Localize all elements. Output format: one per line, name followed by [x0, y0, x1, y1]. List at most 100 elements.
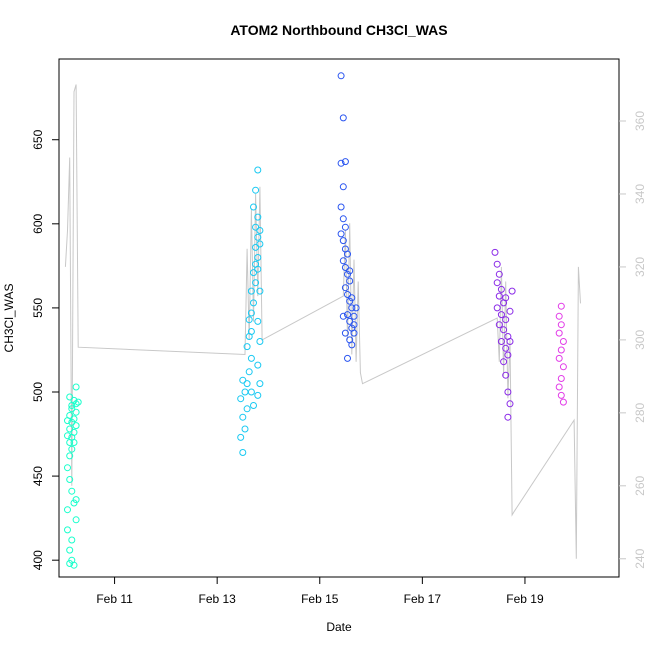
data-point — [74, 398, 82, 406]
data-point — [493, 279, 501, 287]
data-point — [256, 287, 264, 295]
data-point — [247, 388, 255, 396]
data-point — [239, 413, 247, 421]
data-point — [500, 326, 508, 334]
data-point — [239, 376, 247, 384]
y-tick-label: 650 — [31, 129, 45, 149]
data-point — [339, 215, 347, 223]
data-point — [247, 309, 255, 317]
data-point — [508, 287, 516, 295]
data-point — [350, 312, 358, 320]
data-point — [339, 114, 347, 122]
y-tick-label: 600 — [31, 213, 45, 233]
data-point — [243, 405, 251, 413]
data-point — [341, 158, 349, 166]
data-point — [504, 388, 512, 396]
plot-frame — [58, 58, 620, 578]
data-point — [555, 383, 563, 391]
y2-tick-label: 260 — [633, 475, 647, 495]
x-tick-label: Feb 13 — [198, 592, 236, 606]
data-point — [557, 346, 565, 354]
data-point — [66, 452, 74, 460]
data-point — [337, 230, 345, 238]
data-point — [502, 371, 510, 379]
data-point — [247, 354, 255, 362]
data-point — [68, 487, 76, 495]
data-point — [70, 499, 78, 507]
y-axis-label: CH3Cl_WAS — [2, 284, 16, 353]
y-tick-label: 550 — [31, 298, 45, 318]
data-point — [497, 311, 505, 319]
data-point — [495, 270, 503, 278]
data-point — [557, 321, 565, 329]
y-axis: 400 450 500 550 600 650 — [31, 129, 59, 570]
y-tick-label: 400 — [31, 550, 45, 570]
data-point — [247, 287, 255, 295]
data-point — [256, 338, 264, 345]
data-point — [72, 496, 80, 504]
data-point — [493, 260, 501, 268]
data-point — [346, 297, 354, 305]
data-point — [252, 243, 260, 251]
secondary-series-line — [64, 84, 581, 559]
data-point — [256, 240, 264, 248]
data-point — [254, 254, 262, 261]
data-point — [68, 405, 76, 413]
data-point — [348, 304, 356, 312]
x-tick-label: Feb 17 — [404, 592, 442, 606]
data-point — [344, 311, 351, 319]
data-point — [337, 159, 345, 167]
data-point — [64, 526, 71, 534]
y2-tick-label: 340 — [633, 184, 647, 204]
data-point — [495, 292, 503, 300]
data-point — [352, 304, 360, 312]
data-point — [350, 329, 358, 337]
data-point — [559, 363, 567, 371]
data-point — [72, 422, 80, 430]
y2-tick-label: 240 — [633, 548, 647, 568]
y2-tick-label: 320 — [633, 257, 647, 277]
data-point — [348, 341, 356, 349]
y2-tick-label: 300 — [633, 330, 647, 350]
data-point — [68, 536, 76, 544]
y-tick-label: 500 — [31, 382, 45, 402]
data-point — [64, 432, 71, 440]
data-point — [491, 248, 499, 256]
data-point — [497, 338, 505, 345]
data-point — [254, 391, 262, 399]
data-point — [557, 375, 565, 382]
data-point — [72, 516, 80, 524]
y2-tick-label: 360 — [633, 111, 647, 131]
data-point — [256, 380, 264, 388]
y2-tick-label: 280 — [633, 403, 647, 423]
x-axis-label: Date — [326, 620, 352, 634]
secondary-line-layer — [64, 84, 581, 559]
data-point — [506, 338, 514, 345]
data-point — [241, 388, 249, 396]
data-point — [504, 413, 512, 421]
data-point — [68, 445, 76, 453]
data-point — [68, 433, 76, 441]
data-point — [68, 402, 76, 409]
data-point — [341, 329, 349, 337]
data-point — [70, 561, 78, 569]
data-point — [341, 284, 349, 292]
data-point — [239, 449, 247, 456]
x-tick-label: Feb 15 — [301, 592, 339, 606]
data-point — [339, 237, 347, 245]
data-point — [557, 302, 565, 310]
data-point — [346, 277, 354, 285]
data-point — [66, 546, 74, 554]
data-point — [72, 383, 80, 391]
data-point — [66, 476, 74, 483]
data-point — [346, 267, 354, 275]
data-point — [493, 304, 501, 312]
data-point — [72, 400, 80, 408]
data-point — [64, 506, 71, 514]
points-layer — [64, 72, 567, 569]
data-point — [344, 250, 351, 258]
data-point — [344, 354, 351, 362]
data-point — [254, 166, 262, 174]
data-point — [245, 316, 253, 324]
